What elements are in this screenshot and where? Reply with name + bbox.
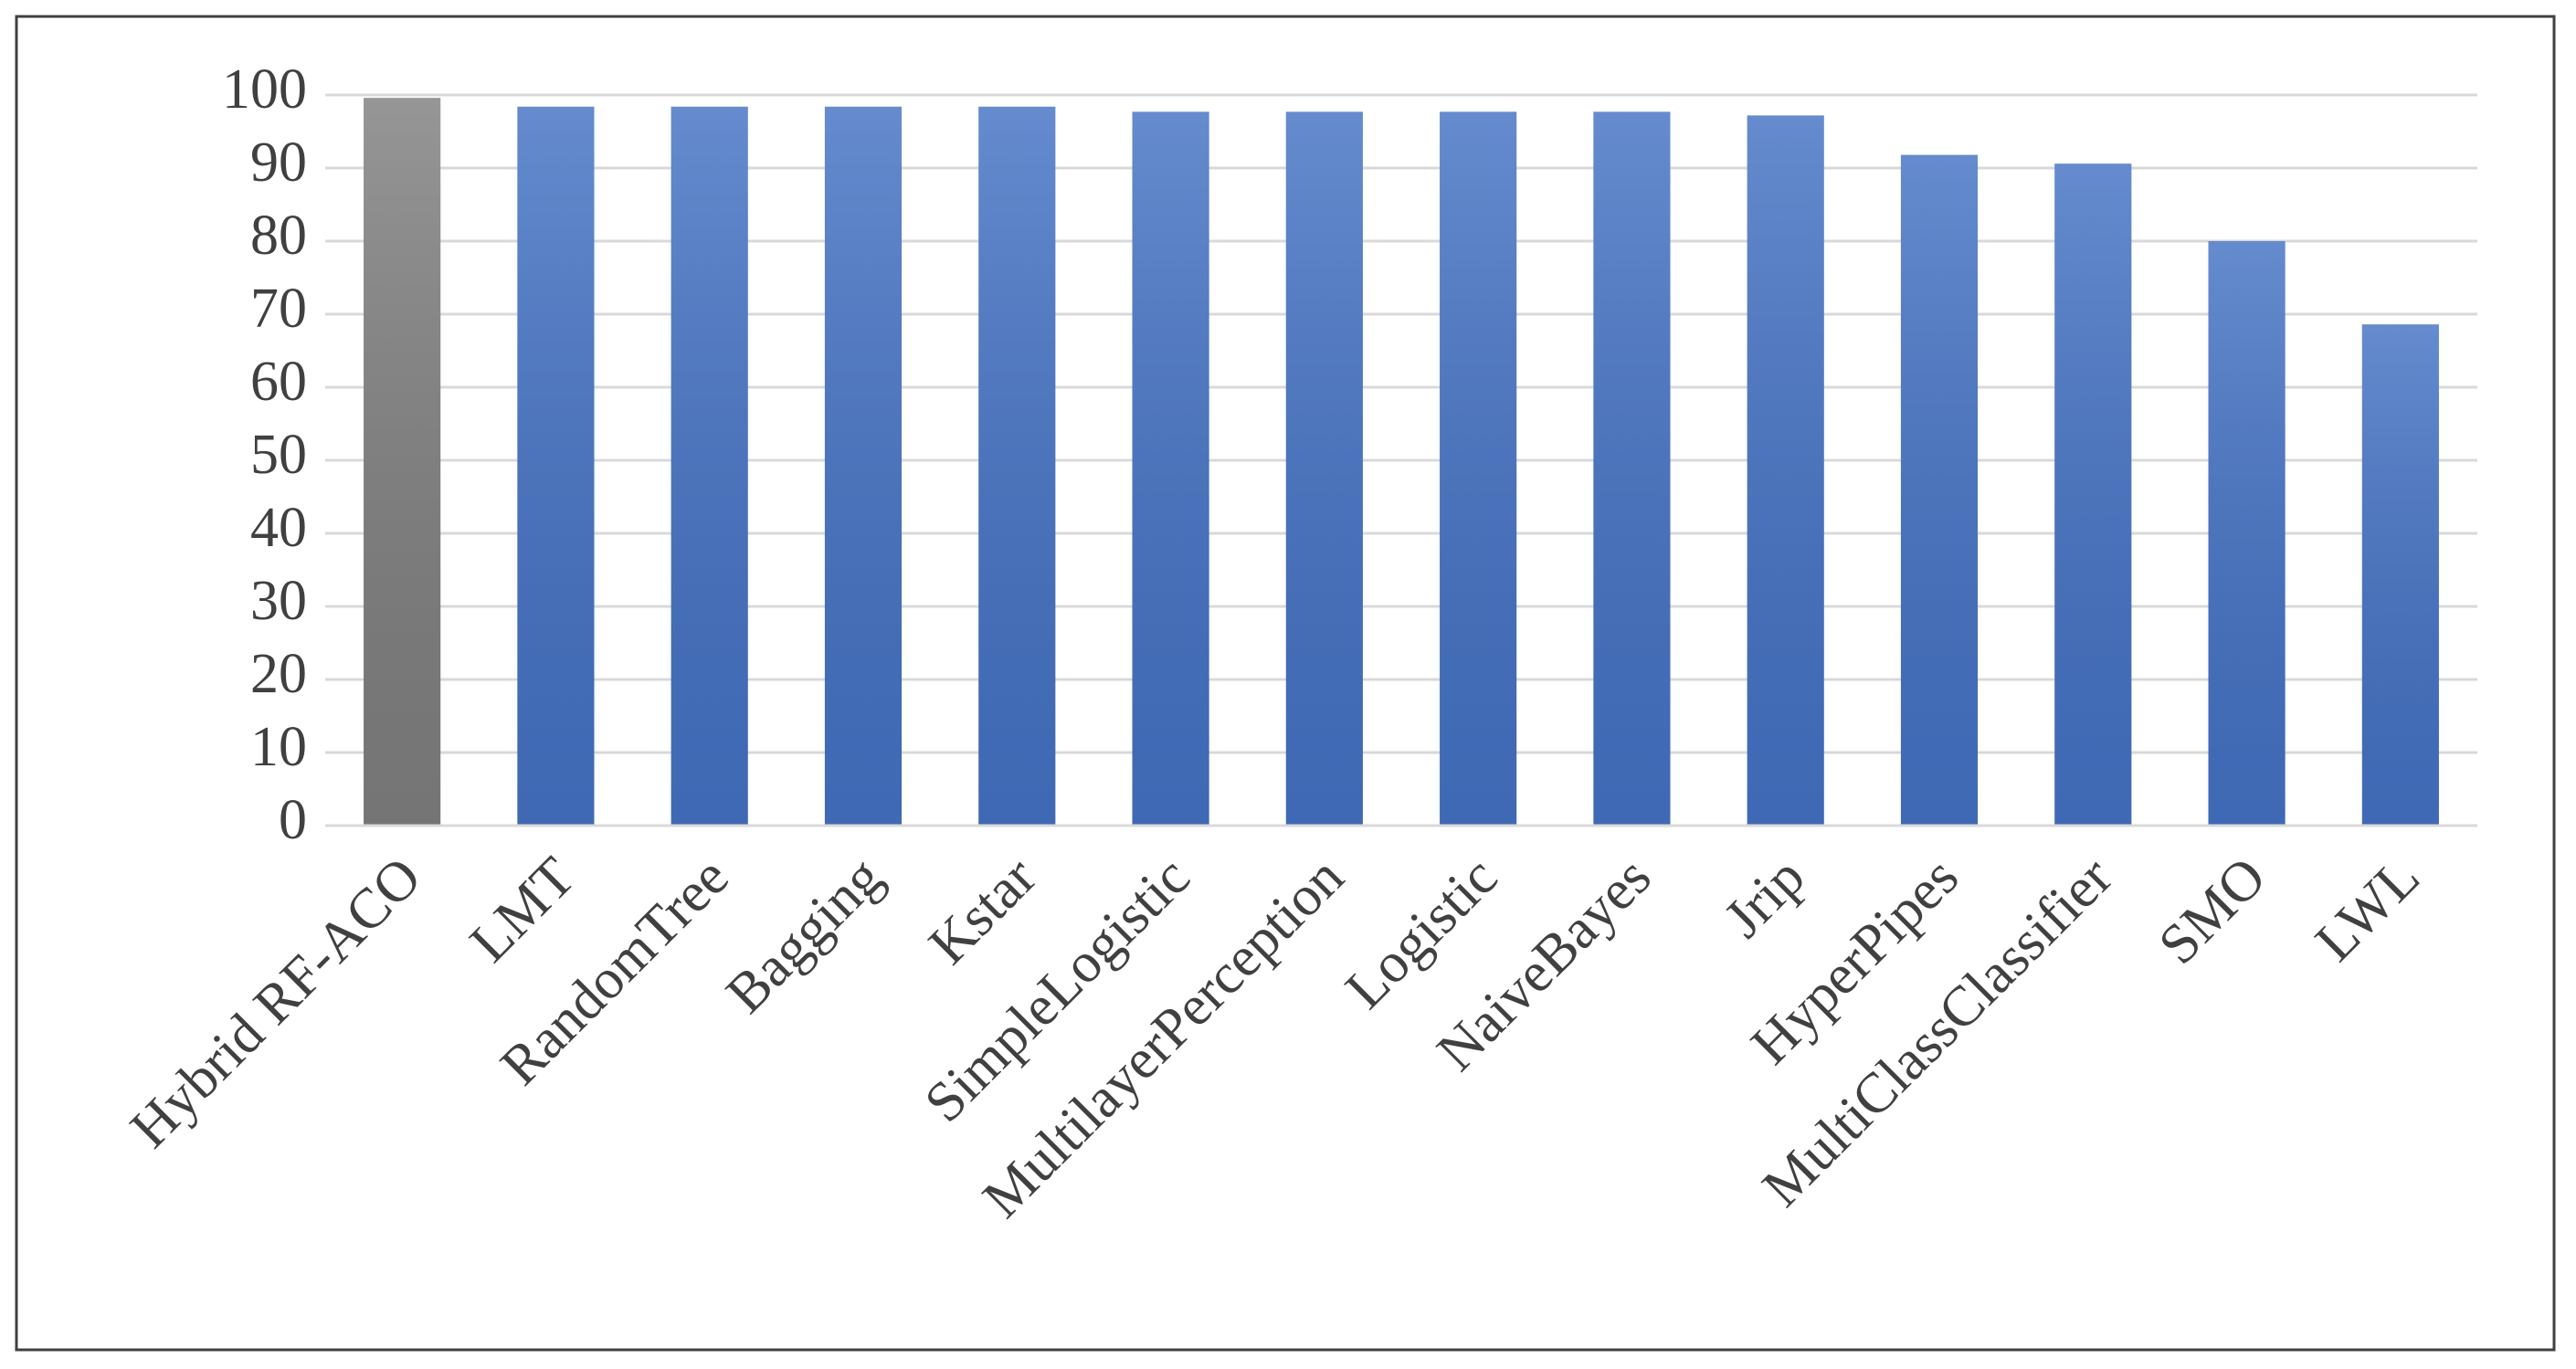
y-tick-label: 0 — [279, 789, 307, 851]
y-tick-label: 30 — [250, 570, 307, 632]
bar-shade — [1593, 111, 1671, 826]
y-tick-label: 50 — [250, 424, 307, 486]
y-tick-label: 60 — [250, 351, 307, 413]
bar-shade — [2361, 324, 2439, 826]
bar-shade — [1132, 111, 1209, 826]
bar-shade — [1285, 111, 1363, 826]
bar-shade — [364, 98, 441, 826]
y-tick-label: 80 — [250, 205, 307, 267]
y-tick-label: 40 — [250, 497, 307, 559]
bar-shade — [1747, 115, 1824, 826]
bar-shade — [2208, 241, 2286, 826]
bar-shade — [824, 106, 903, 827]
bar-shade — [2054, 163, 2132, 826]
y-tick-label: 70 — [250, 278, 307, 340]
bar-shade — [670, 106, 748, 827]
bar-shade — [1900, 154, 1979, 827]
bar-shade — [1440, 111, 1517, 826]
y-tick-label: 10 — [250, 716, 307, 778]
y-tick-label: 20 — [250, 643, 307, 705]
y-tick-label: 90 — [250, 132, 307, 194]
bar-shade — [978, 106, 1056, 827]
y-tick-label: 100 — [222, 58, 307, 121]
bar-shade — [517, 106, 595, 827]
